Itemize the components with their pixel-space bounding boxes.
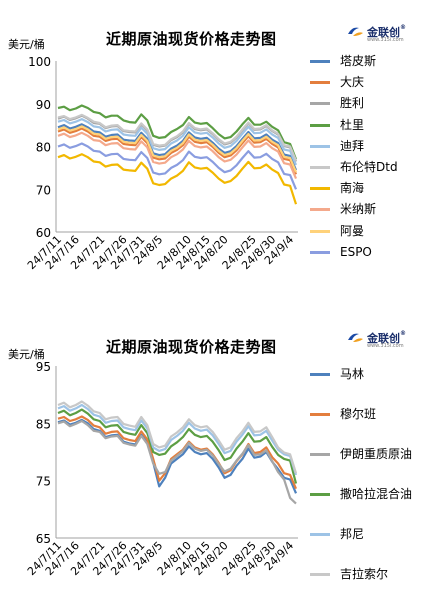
legend-swatch (310, 208, 330, 212)
legend-item: 吉拉索尔 (310, 566, 415, 583)
y-tick-label: 100 (28, 55, 51, 69)
y-tick-label: 70 (36, 183, 51, 197)
line-chart-bottom: 6575859524/7/1124/7/1624/7/2124/7/2624/7… (25, 360, 298, 578)
legend-swatch (310, 187, 330, 191)
legend-label: 马林 (340, 367, 365, 381)
legend-swatch (310, 373, 330, 376)
y-tick-label: 80 (36, 141, 51, 155)
legend-swatch (310, 533, 330, 536)
legend-label: 迪拜 (340, 138, 365, 153)
legend-item: 米纳斯 (310, 201, 425, 218)
legend-swatch (310, 123, 330, 127)
series-line-8 (57, 125, 298, 173)
legend-label: 穆尔班 (340, 407, 377, 421)
series-line-6 (57, 153, 298, 205)
series-line-5 (57, 400, 298, 474)
legend-swatch (310, 81, 330, 85)
legend-item: 迪拜 (310, 138, 425, 155)
legend-swatch (310, 250, 330, 254)
brand-name: 金联创® (367, 24, 406, 39)
legend-swatch (310, 413, 330, 416)
series-line-1 (57, 415, 298, 490)
y-tick-label: 65 (36, 532, 51, 546)
legend-swatch (310, 166, 330, 169)
legend-label: 阿曼 (340, 223, 365, 238)
legend-swatch (310, 229, 330, 233)
y-tick-label: 95 (36, 360, 51, 374)
chart-panel-top: 美元/桶 近期原油现货价格走势图 金联创® www.315i.com 60 70 8… (0, 0, 431, 300)
brand-name: 金联创® (367, 330, 406, 345)
legend-label: 南海 (340, 181, 365, 196)
legend-label: ESPO (340, 244, 372, 259)
legend-swatch (310, 573, 330, 576)
legend-label: 邦尼 (340, 527, 365, 541)
legend-item: 杜里 (310, 117, 425, 134)
legend-label: 伊朗重质原油 (340, 447, 413, 461)
legend-label: 杜里 (340, 117, 365, 132)
legend-swatch (310, 144, 330, 148)
brand-logo: 金联创® www.315i.com (347, 330, 406, 349)
y-tick-label: 60 (36, 226, 51, 240)
legend-swatch (310, 102, 330, 106)
line-chart-top: 6070809010024/7/1124/7/1624/7/2124/7/262… (25, 55, 298, 272)
series-line-0 (57, 418, 298, 494)
legend-item: 塔皮斯 (310, 53, 425, 70)
series-line-0 (57, 123, 298, 171)
legend-label: 胜利 (340, 96, 365, 111)
legend-item: 邦尼 (310, 526, 415, 543)
legend-item: 撒哈拉混合油 (310, 486, 415, 503)
legend-label: 吉拉索尔 (340, 567, 389, 581)
legend-item: 大庆 (310, 74, 425, 91)
legend-item: 胜利 (310, 95, 425, 112)
chart-title: 近期原油现货价格走势图 (106, 30, 277, 48)
y-tick-label: 90 (36, 98, 51, 112)
brand-logo-icon (348, 27, 363, 36)
series-line-4 (57, 403, 298, 476)
series-line-3 (57, 408, 298, 484)
series-line-4 (57, 118, 298, 166)
y-tick-label: 85 (36, 417, 51, 431)
chart-panel-bottom: 美元/桶 近期原油现货价格走势图 金联创® www.315i.com 65 75 8… (0, 318, 431, 605)
y-axis-unit-label: 美元/桶 (8, 38, 45, 51)
legend-label: 布伦特Dtd (340, 160, 398, 174)
legend-item: ESPO (310, 244, 425, 261)
legend-label: 撒哈拉混合油 (340, 487, 413, 501)
legend-item: 伊朗重质原油 (310, 446, 415, 463)
brand-logo: 金联创® www.315i.com (347, 24, 406, 43)
legend-item: 南海 (310, 180, 425, 197)
brand-logo-icon (348, 333, 363, 342)
brand-site: www.315i.com (367, 37, 404, 43)
series-line-7 (57, 131, 298, 180)
legend-item: 穆尔班 (310, 406, 415, 423)
legend-label: 塔皮斯 (340, 54, 377, 68)
series-line-1 (57, 127, 298, 175)
legend-swatch (310, 493, 330, 496)
legend-label: 米纳斯 (340, 202, 377, 217)
series-line-5 (57, 113, 298, 162)
legend-item: 马林 (310, 366, 415, 383)
brand-site: www.315i.com (367, 343, 404, 349)
legend-label: 大庆 (340, 75, 365, 90)
legend-item: 布伦特Dtd (310, 159, 425, 176)
legend-item: 阿曼 (310, 223, 425, 240)
series-line-3 (57, 104, 298, 160)
y-tick-label: 75 (36, 475, 51, 489)
series-line-9 (57, 142, 298, 190)
chart-title: 近期原油现货价格走势图 (106, 338, 277, 356)
y-axis-unit-label: 美元/桶 (8, 348, 45, 361)
legend-swatch (310, 60, 330, 63)
series-line-2 (57, 419, 297, 505)
legend-swatch (310, 453, 330, 456)
